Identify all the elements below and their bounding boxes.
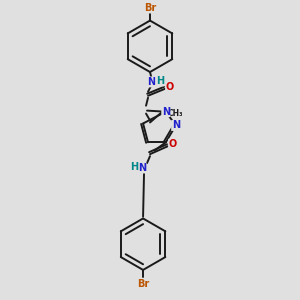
Text: N: N xyxy=(147,77,155,87)
Text: N: N xyxy=(138,163,146,173)
Text: N: N xyxy=(162,106,170,117)
Text: CH₃: CH₃ xyxy=(168,109,183,118)
Text: Br: Br xyxy=(137,279,149,289)
Text: H: H xyxy=(130,162,138,172)
Text: N: N xyxy=(172,121,180,130)
Text: O: O xyxy=(166,82,174,92)
Text: Br: Br xyxy=(144,3,156,13)
Text: H: H xyxy=(156,76,164,86)
Text: O: O xyxy=(169,139,177,149)
